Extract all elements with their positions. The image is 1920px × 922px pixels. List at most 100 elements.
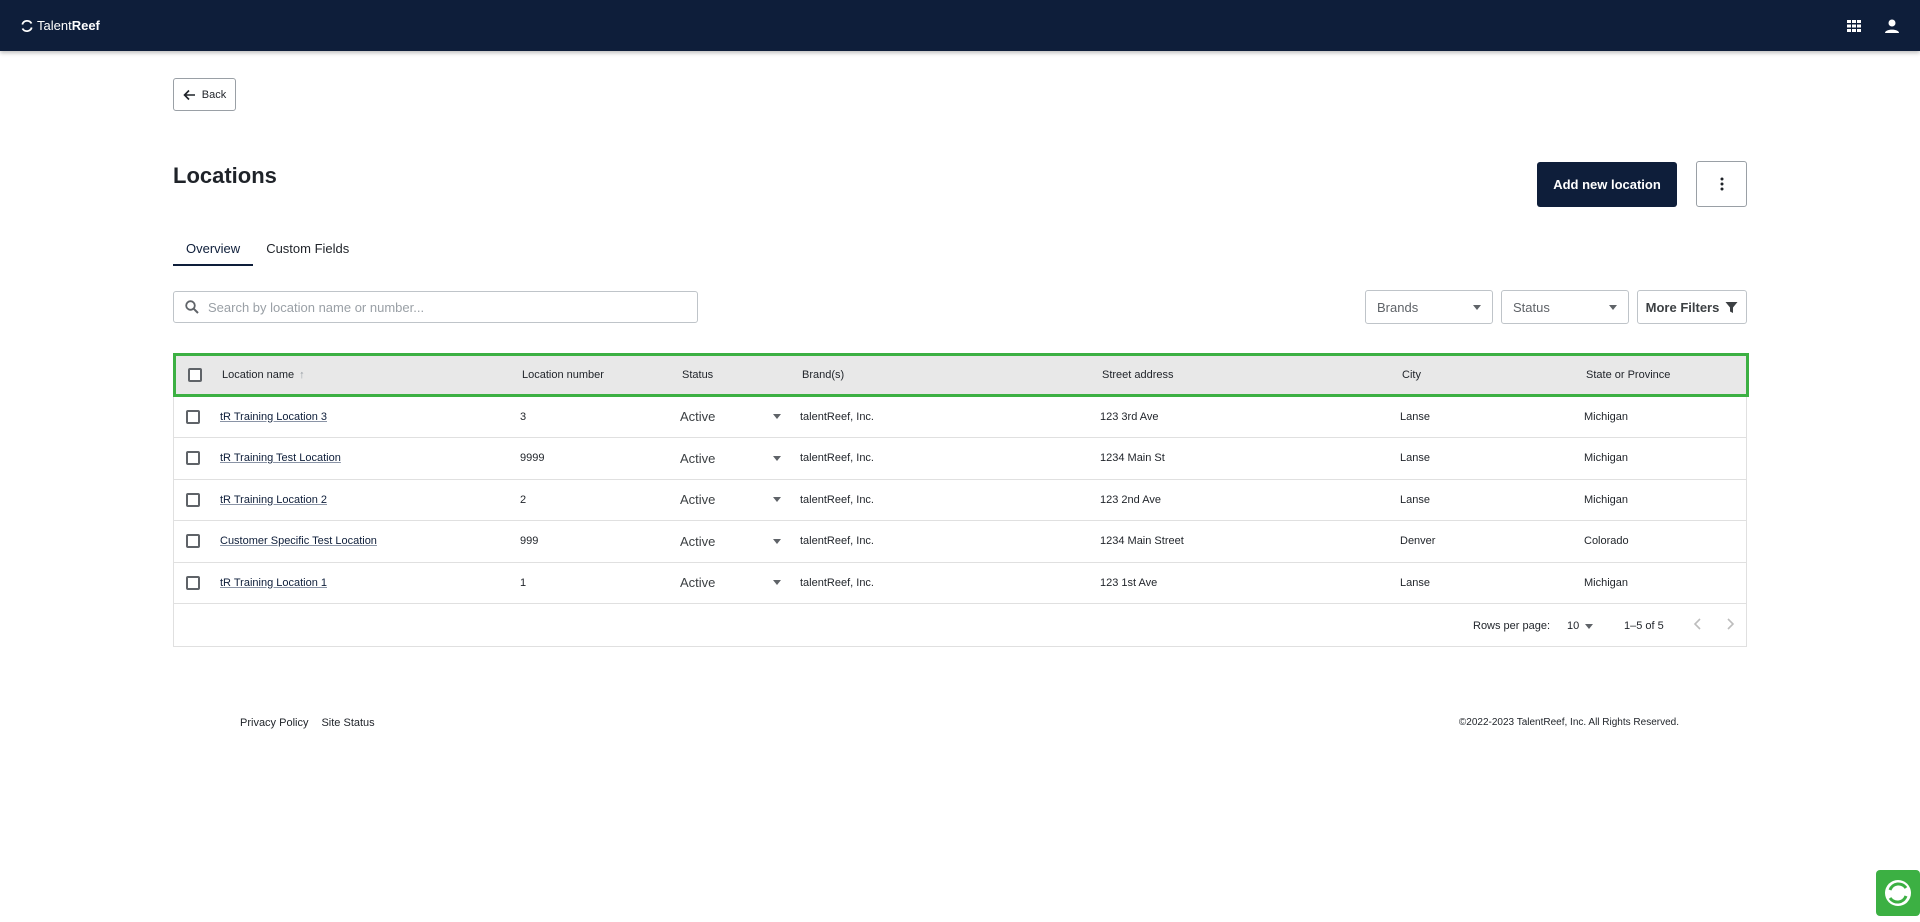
row-checkbox[interactable]: [186, 438, 200, 479]
privacy-policy-link[interactable]: Privacy Policy: [240, 717, 309, 729]
status-filter-label: Status: [1513, 299, 1550, 315]
column-header-location-number[interactable]: Location number: [522, 369, 604, 381]
back-button[interactable]: Back: [173, 78, 236, 111]
location-number: 1: [520, 576, 527, 589]
street-address-cell: 123 1st Ave: [1100, 576, 1158, 589]
location-name-link[interactable]: tR Training Location 2: [220, 493, 328, 506]
brands-filter-label: Brands: [1377, 299, 1419, 315]
location-name-link[interactable]: Customer Specific Test Location: [220, 535, 377, 547]
chevron-down-icon[interactable]: [773, 580, 781, 585]
street-address-cell: 123 2nd Ave: [1100, 493, 1161, 506]
column-header-state[interactable]: State or Province: [1586, 369, 1671, 381]
location-number: 999: [520, 535, 539, 547]
location-name-link[interactable]: tR Training Test Location: [220, 452, 341, 464]
chevron-down-icon: [1473, 304, 1481, 310]
more-options-button[interactable]: [1696, 161, 1747, 207]
sort-arrow-up-icon[interactable]: ↑: [299, 369, 305, 381]
chevron-down-icon[interactable]: [773, 414, 781, 419]
location-number: 2: [520, 493, 527, 506]
status-select[interactable]: Active: [680, 450, 716, 466]
brand-cell: talentReef, Inc.: [800, 493, 874, 506]
support-chat-widget[interactable]: [1876, 870, 1920, 916]
pagination-range: 1–5 of 5: [1624, 620, 1664, 632]
tab-overview[interactable]: Overview: [173, 234, 254, 266]
brand-cell: talentReef, Inc.: [800, 535, 874, 547]
more-filters-label: More Filters: [1645, 299, 1720, 315]
location-name-link[interactable]: tR Training Location 3: [220, 410, 328, 423]
search-input[interactable]: [208, 299, 688, 315]
column-header-status[interactable]: Status: [682, 369, 714, 381]
table-row: Customer Specific Test Location 999 Active…: [174, 521, 1746, 563]
state-cell: Michigan: [1584, 493, 1629, 506]
more-filters-button[interactable]: More Filters: [1637, 290, 1747, 324]
chevron-left-icon[interactable]: [1692, 617, 1704, 631]
chevron-down-icon[interactable]: [773, 455, 781, 461]
arrow-left-icon: [183, 89, 195, 100]
page-title: Locations: [173, 163, 277, 188]
location-name-link[interactable]: tR Training Location 1: [220, 576, 328, 589]
table-row: tR Training Location 2 2 Active talentReef,…: [174, 479, 1746, 521]
street-address-cell: 123 3rd Ave: [1100, 410, 1159, 423]
state-cell: Michigan: [1584, 410, 1629, 423]
brand-cell: talentReef, Inc.: [800, 410, 874, 423]
city-cell: Denver: [1400, 535, 1436, 547]
row-checkbox[interactable]: [186, 521, 200, 562]
add-new-location-button[interactable]: Add new location: [1537, 162, 1677, 207]
city-cell: Lanse: [1400, 410, 1430, 423]
chevron-down-icon[interactable]: [773, 538, 781, 544]
talentreef-logo[interactable]: Talent Reef: [20, 18, 100, 33]
status-select[interactable]: Active: [680, 492, 716, 507]
city-cell: Lanse: [1400, 452, 1430, 464]
row-checkbox[interactable]: [186, 396, 200, 437]
table-row: tR Training Location 3 3 Active talentReef,…: [174, 396, 1746, 438]
refresh-logo-icon: [1885, 880, 1911, 906]
city-cell: Lanse: [1400, 493, 1430, 506]
row-checkbox[interactable]: [186, 479, 200, 520]
status-select[interactable]: Active: [680, 409, 716, 424]
search-box: [173, 291, 698, 323]
table-row: tR Training Location 1 1 Active talentReef,…: [174, 562, 1746, 604]
column-header-location-name[interactable]: Location name ↑: [222, 369, 305, 381]
back-label: Back: [201, 88, 227, 101]
rows-per-page-label: Rows per page:: [1473, 620, 1551, 632]
status-select[interactable]: Active: [680, 575, 716, 590]
table-header-row: Location name ↑ Location number Status Br…: [173, 353, 1749, 397]
chevron-right-icon[interactable]: [1724, 617, 1736, 631]
top-nav-bar: Talent Reef: [0, 0, 1920, 51]
street-address-cell: 1234 Main Street: [1100, 535, 1184, 547]
more-vertical-icon: [1720, 177, 1723, 191]
copyright-text: ©2022-2023 TalentReef, Inc. All Rights R…: [1458, 717, 1679, 728]
brand-cell: talentReef, Inc.: [800, 576, 874, 589]
location-number: 9999: [520, 452, 545, 464]
tab-bar: Overview Custom Fields: [173, 234, 362, 266]
rows-per-page-select[interactable]: 10: [1567, 620, 1594, 632]
filter-icon: [1725, 301, 1738, 313]
state-cell: Michigan: [1584, 576, 1629, 589]
footer-links: Privacy Policy Site Status: [240, 717, 375, 729]
pagination-bar: Rows per page: 10 1–5 of 5: [174, 605, 1746, 647]
site-status-link[interactable]: Site Status: [321, 717, 375, 729]
location-number: 3: [520, 410, 527, 423]
apps-grid-icon[interactable]: [1846, 18, 1862, 34]
logo-text-light: Talent: [37, 18, 72, 33]
state-cell: Michigan: [1584, 452, 1629, 464]
locations-table: Location name ↑ Location number Status Br…: [173, 353, 1749, 647]
row-checkbox[interactable]: [186, 562, 200, 603]
chevron-down-icon[interactable]: [773, 497, 781, 502]
city-cell: Lanse: [1400, 576, 1430, 589]
select-all-checkbox[interactable]: [188, 356, 202, 394]
chevron-down-icon: [1609, 304, 1617, 310]
state-cell: Colorado: [1584, 535, 1629, 547]
brand-cell: talentReef, Inc.: [800, 452, 874, 464]
brands-filter-select[interactable]: Brands: [1365, 290, 1493, 324]
search-icon: [185, 300, 199, 314]
logo-text-bold: Reef: [71, 18, 100, 33]
column-header-city[interactable]: City: [1402, 369, 1421, 381]
tab-custom-fields[interactable]: Custom Fields: [266, 241, 350, 256]
column-header-brands[interactable]: Brand(s): [802, 369, 845, 381]
account-icon[interactable]: [1884, 18, 1900, 34]
status-filter-select[interactable]: Status: [1501, 290, 1629, 324]
column-header-street-address[interactable]: Street address: [1102, 369, 1174, 381]
status-select[interactable]: Active: [680, 533, 716, 549]
table-row: tR Training Test Location 9999 Active talen…: [174, 438, 1746, 480]
